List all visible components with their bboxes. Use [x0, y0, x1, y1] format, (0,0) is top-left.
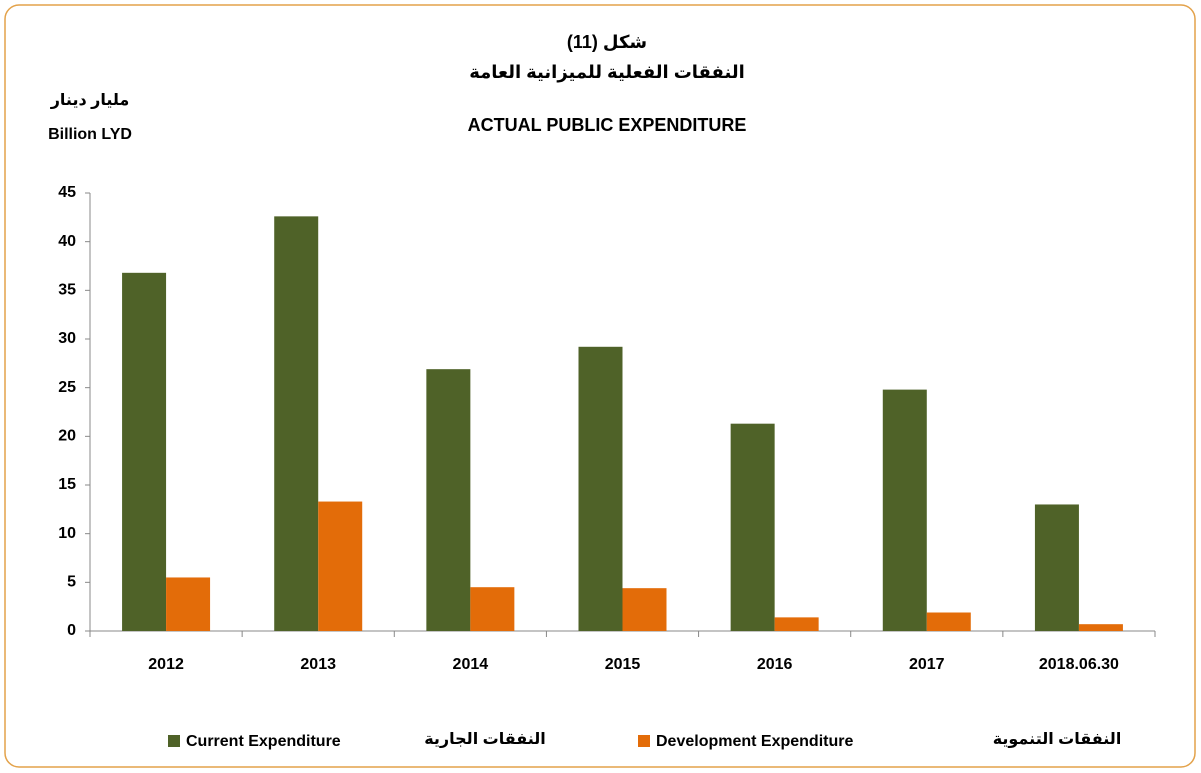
y-tick-label: 35 [58, 282, 76, 299]
bar [578, 346, 623, 631]
title-ar: النفقات الفعلية للميزانية العامة [469, 62, 745, 83]
bar [882, 389, 927, 631]
x-tick-label: 2018.06.30 [1039, 656, 1119, 673]
bar [730, 423, 775, 631]
bar [470, 587, 515, 631]
y-tick-label: 5 [67, 574, 76, 591]
legend-label-ar: النفقات الجارية [424, 731, 546, 748]
y-tick-label: 10 [58, 525, 76, 542]
bar [622, 588, 667, 631]
y-label-ar: مليار دينار [50, 92, 130, 109]
x-tick-label: 2012 [148, 656, 184, 673]
legend-label: Current Expenditure [186, 733, 341, 750]
bar [774, 617, 819, 631]
y-tick-label: 30 [58, 330, 76, 347]
x-tick-label: 2015 [605, 656, 641, 673]
legend-label-ar: النفقات التنموية [993, 731, 1122, 748]
figure-label: شكل (11) [567, 32, 647, 52]
y-tick-label: 25 [58, 379, 76, 396]
bar [318, 501, 363, 631]
y-tick-label: 0 [67, 622, 76, 639]
x-tick-label: 2017 [909, 656, 945, 673]
x-tick-label: 2013 [300, 656, 336, 673]
y-tick-label: 40 [58, 233, 76, 250]
bar [426, 369, 471, 631]
chart-title: ACTUAL PUBLIC EXPENDITURE [468, 115, 747, 135]
bar [926, 612, 971, 631]
legend-swatch [638, 735, 650, 747]
y-tick-label: 20 [58, 428, 76, 445]
bar [122, 272, 167, 631]
x-tick-label: 2016 [757, 656, 793, 673]
y-tick-label: 45 [58, 184, 76, 201]
bar [1034, 504, 1079, 631]
y-label: Billion LYD [48, 126, 132, 143]
bar [166, 577, 211, 631]
y-tick-label: 15 [58, 476, 76, 493]
legend-label: Development Expenditure [656, 733, 853, 750]
bar [1078, 624, 1123, 631]
legend-swatch [168, 735, 180, 747]
x-tick-label: 2014 [453, 656, 489, 673]
bar [274, 216, 319, 632]
